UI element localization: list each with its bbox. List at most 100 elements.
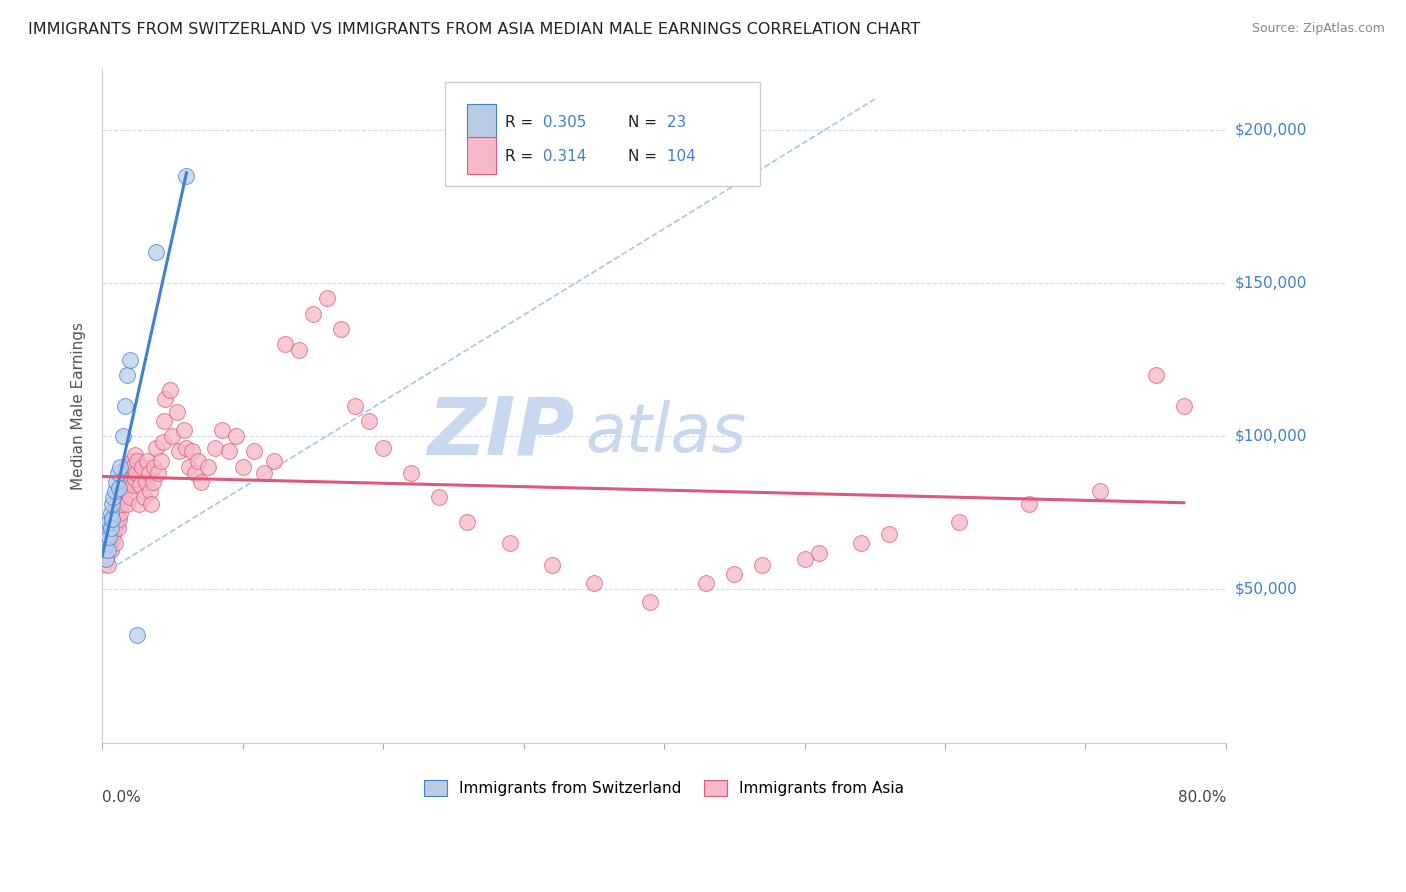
Point — [330, 322, 353, 336]
Point — [253, 466, 276, 480]
Point — [104, 484, 127, 499]
Point — [100, 506, 122, 520]
Text: $200,000: $200,000 — [1234, 122, 1306, 137]
Text: R =: R = — [505, 149, 533, 163]
Text: 23: 23 — [662, 115, 686, 130]
Point — [120, 352, 142, 367]
Text: 80.0%: 80.0% — [1178, 789, 1226, 805]
Text: 0.0%: 0.0% — [103, 789, 141, 805]
Point — [638, 594, 661, 608]
Point — [139, 484, 162, 499]
Point — [373, 442, 395, 456]
Point — [122, 478, 145, 492]
Point — [110, 506, 132, 520]
Point — [316, 291, 339, 305]
Point — [184, 466, 207, 480]
Point — [179, 459, 201, 474]
Point — [582, 576, 605, 591]
Text: N =: N = — [628, 149, 657, 163]
Point — [187, 453, 209, 467]
Point — [101, 533, 124, 548]
Point — [399, 466, 422, 480]
Point — [197, 459, 219, 474]
Text: R =: R = — [505, 115, 533, 130]
Point — [110, 484, 132, 499]
Point — [107, 466, 129, 480]
Point — [243, 444, 266, 458]
Point — [148, 466, 170, 480]
Point — [117, 497, 139, 511]
Text: 104: 104 — [662, 149, 696, 163]
Point — [120, 475, 142, 490]
Point — [145, 245, 167, 260]
Y-axis label: Median Male Earnings: Median Male Earnings — [72, 321, 86, 490]
Point — [136, 453, 159, 467]
Point — [204, 442, 226, 456]
Text: $50,000: $50,000 — [1234, 582, 1296, 597]
Bar — [467, 137, 495, 174]
Point — [121, 453, 143, 467]
Point — [1144, 368, 1167, 382]
Point — [101, 497, 124, 511]
Point — [948, 515, 970, 529]
Point — [96, 536, 118, 550]
Point — [190, 475, 212, 490]
Point — [211, 423, 233, 437]
Point — [122, 459, 145, 474]
Point — [110, 459, 132, 474]
Point — [98, 521, 121, 535]
Point — [129, 478, 152, 492]
Point — [1088, 484, 1111, 499]
Point — [111, 497, 134, 511]
Point — [263, 453, 285, 467]
Text: $100,000: $100,000 — [1234, 429, 1306, 443]
Point — [302, 307, 325, 321]
Point — [104, 521, 127, 535]
Point — [97, 558, 120, 572]
Point — [114, 466, 136, 480]
Point — [142, 475, 165, 490]
Point — [103, 527, 125, 541]
Text: $150,000: $150,000 — [1234, 276, 1306, 291]
Point — [162, 429, 184, 443]
Point — [120, 491, 142, 505]
Point — [131, 459, 153, 474]
Point — [117, 475, 139, 490]
Point — [105, 475, 128, 490]
Point — [181, 444, 204, 458]
Point — [105, 497, 128, 511]
Legend: Immigrants from Switzerland, Immigrants from Asia: Immigrants from Switzerland, Immigrants … — [418, 774, 911, 802]
Point — [107, 502, 129, 516]
Point — [152, 435, 174, 450]
Point — [153, 414, 176, 428]
Point — [105, 515, 128, 529]
Point — [173, 423, 195, 437]
Point — [128, 497, 150, 511]
Point — [96, 551, 118, 566]
Text: 0.314: 0.314 — [538, 149, 586, 163]
Point — [108, 512, 131, 526]
Point — [118, 466, 141, 480]
Point — [751, 558, 773, 572]
Point — [695, 576, 717, 591]
Point — [288, 343, 311, 358]
Point — [107, 521, 129, 535]
Text: 0.305: 0.305 — [538, 115, 586, 130]
Point — [169, 444, 191, 458]
Point — [101, 512, 124, 526]
Point — [117, 368, 139, 382]
Text: atlas: atlas — [585, 400, 747, 466]
FancyBboxPatch shape — [444, 82, 759, 186]
Point — [124, 472, 146, 486]
Point — [97, 542, 120, 557]
Point — [218, 444, 240, 458]
Point — [134, 491, 156, 505]
Point — [150, 453, 173, 467]
Point — [176, 442, 198, 456]
Text: IMMIGRANTS FROM SWITZERLAND VS IMMIGRANTS FROM ASIA MEDIAN MALE EARNINGS CORRELA: IMMIGRANTS FROM SWITZERLAND VS IMMIGRANT… — [28, 22, 921, 37]
Point — [498, 536, 520, 550]
Point — [145, 442, 167, 456]
Point — [274, 337, 297, 351]
Point — [176, 169, 198, 183]
Point — [114, 484, 136, 499]
